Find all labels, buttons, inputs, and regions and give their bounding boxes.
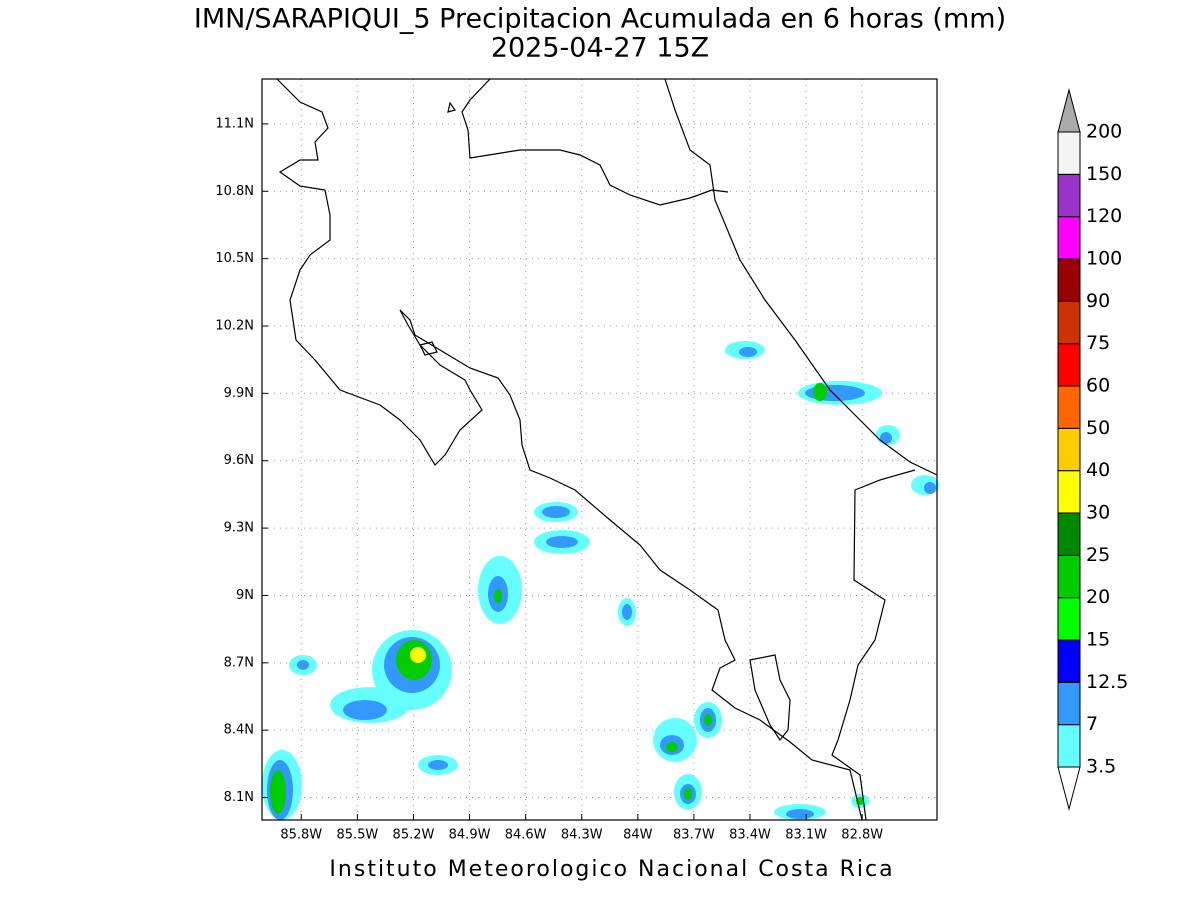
colorbar-label: 60 — [1086, 375, 1110, 397]
colorbar-label: 12.5 — [1086, 671, 1128, 693]
title: IMN/SARAPIQUI_5 Precipitacion Acumulada … — [194, 4, 1006, 35]
subtitle: 2025-04-27 15Z — [491, 33, 709, 64]
colorbar-box — [1057, 639, 1081, 683]
plot-frame — [261, 78, 938, 821]
colorbar-label: 100 — [1086, 248, 1122, 270]
colorbar-box — [1057, 343, 1081, 387]
colorbar-label: 40 — [1086, 459, 1110, 481]
y-tick-label: 9.6N — [224, 453, 254, 468]
colorbar-box — [1057, 724, 1081, 768]
x-tick-label: 84.3W — [561, 828, 603, 843]
x-tick-label: 84W — [623, 828, 653, 843]
colorbar-label: 7 — [1086, 713, 1098, 735]
colorbar-label: 30 — [1086, 502, 1110, 524]
precipitation — [262, 341, 939, 820]
colorbar-label: 20 — [1086, 586, 1110, 608]
colorbar-box — [1057, 554, 1081, 599]
x-tick-label: 83.7W — [673, 828, 715, 843]
colorbar-label: 150 — [1086, 163, 1122, 185]
colorbar-box — [1057, 216, 1081, 260]
y-tick-label: 9.9N — [224, 386, 254, 401]
colorbar-box — [1057, 131, 1081, 175]
footer: Instituto Meteorologico Nacional Costa R… — [329, 857, 894, 882]
y-tick-label: 9N — [236, 588, 254, 603]
coastline — [276, 78, 938, 821]
colorbar-label: 120 — [1086, 205, 1122, 227]
y-tick-label: 8.4N — [224, 723, 254, 738]
colorbar: 3.5 7 12.5 15 20 25 30 40 50 60 75 90 100 120 150 200 — [1057, 88, 1128, 811]
y-tick-label: 10.8N — [215, 184, 254, 199]
y-tick-label: 10.2N — [215, 319, 254, 334]
x-tick-label: 85.2W — [393, 828, 435, 843]
colorbar-label: 75 — [1086, 332, 1110, 354]
colorbar-label: 25 — [1086, 544, 1110, 566]
x-tick-label: 85.5W — [336, 828, 378, 843]
y-tick-label: 8.1N — [224, 790, 254, 805]
y-tick-label: 9.3N — [224, 521, 254, 536]
x-tick-label: 83.1W — [785, 828, 827, 843]
colorbar-box — [1057, 427, 1081, 472]
colorbar-box — [1057, 597, 1081, 641]
colorbar-label: 200 — [1086, 121, 1122, 143]
colorbar-box — [1057, 385, 1081, 429]
y-tick-label: 11.1N — [215, 116, 254, 131]
colorbar-label: 15 — [1086, 629, 1110, 651]
x-tick-label: 84.9W — [449, 828, 491, 843]
colorbar-box — [1057, 681, 1081, 726]
colorbar-under — [1057, 766, 1081, 811]
colorbar-box — [1057, 470, 1081, 514]
colorbar-over — [1057, 88, 1081, 133]
colorbar-label: 3.5 — [1086, 756, 1116, 778]
colorbar-label: 90 — [1086, 290, 1110, 312]
y-tick-label: 8.7N — [224, 655, 254, 670]
x-tick-label: 85.8W — [280, 828, 322, 843]
x-tick-label: 82.8W — [841, 828, 883, 843]
colorbar-box — [1057, 300, 1081, 345]
y-tick-label: 10.5N — [215, 251, 254, 266]
colorbar-box — [1057, 258, 1081, 302]
colorbar-box — [1057, 512, 1081, 556]
colorbar-label: 50 — [1086, 417, 1110, 439]
x-tick-label: 83.4W — [729, 828, 771, 843]
x-tick-label: 84.6W — [505, 828, 547, 843]
colorbar-box — [1057, 173, 1081, 218]
